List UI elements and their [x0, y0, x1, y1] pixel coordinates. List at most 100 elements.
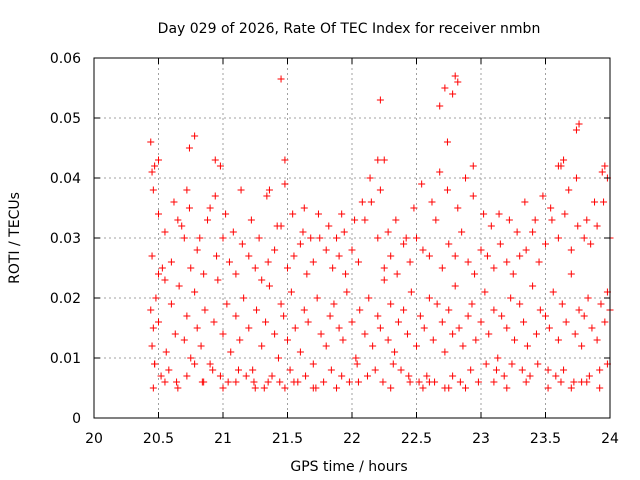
- data-point: [238, 240, 246, 248]
- data-point: [513, 228, 521, 236]
- data-point: [580, 312, 588, 320]
- data-point: [211, 192, 219, 200]
- data-point: [286, 366, 294, 374]
- data-point: [300, 204, 308, 212]
- data-point: [161, 276, 169, 284]
- data-point: [356, 306, 364, 314]
- data-point: [313, 294, 321, 302]
- data-point: [277, 75, 285, 83]
- x-tick-label: 22: [343, 431, 361, 447]
- data-point: [147, 306, 155, 314]
- y-tick-label: 0.01: [50, 351, 81, 367]
- data-point: [485, 330, 493, 338]
- data-point: [583, 216, 591, 224]
- data-point: [206, 360, 214, 368]
- data-point: [544, 384, 552, 392]
- data-point: [500, 372, 508, 380]
- data-point: [152, 294, 160, 302]
- data-point: [206, 204, 214, 212]
- data-point: [338, 372, 346, 380]
- data-point: [338, 210, 346, 218]
- data-point: [284, 264, 291, 272]
- data-point: [263, 192, 271, 200]
- data-point: [180, 336, 188, 344]
- data-point: [387, 300, 395, 308]
- data-point: [354, 378, 362, 386]
- data-point: [149, 186, 157, 194]
- data-point: [247, 216, 255, 224]
- data-point: [477, 318, 485, 326]
- data-point: [425, 252, 433, 260]
- data-point: [459, 342, 467, 350]
- data-point: [407, 288, 415, 296]
- data-point: [552, 372, 560, 380]
- data-point: [456, 378, 464, 386]
- data-point: [155, 210, 162, 218]
- data-point: [245, 252, 253, 260]
- data-point: [380, 156, 388, 164]
- data-point: [451, 252, 459, 260]
- data-point: [445, 384, 453, 392]
- data-point: [183, 312, 191, 320]
- data-point: [245, 324, 253, 332]
- data-point: [403, 330, 411, 338]
- data-point: [509, 270, 517, 278]
- data-point: [496, 240, 504, 248]
- data-point: [249, 366, 257, 374]
- data-point: [342, 270, 350, 278]
- data-point: [503, 384, 511, 392]
- data-point: [490, 264, 498, 272]
- data-point: [574, 222, 582, 230]
- data-point: [498, 312, 506, 320]
- data-point: [483, 252, 491, 260]
- data-point: [529, 228, 537, 236]
- y-tick-label: 0.06: [50, 51, 81, 67]
- data-point: [273, 222, 281, 230]
- data-point: [531, 216, 539, 224]
- data-point: [255, 234, 263, 242]
- data-point: [445, 240, 453, 248]
- data-point: [361, 330, 369, 338]
- data-point: [330, 300, 338, 308]
- data-point: [508, 360, 516, 368]
- data-point: [547, 204, 555, 212]
- data-point: [352, 354, 360, 362]
- data-point: [303, 270, 311, 278]
- data-point: [529, 282, 537, 290]
- data-point: [549, 288, 557, 296]
- data-point: [213, 252, 221, 260]
- data-point: [482, 360, 490, 368]
- data-point: [178, 222, 186, 230]
- data-point: [171, 330, 179, 338]
- data-point: [276, 378, 284, 386]
- y-tick-labels: 0 0.01 0.02 0.03 0.04 0.05 0.06: [50, 51, 81, 427]
- data-point: [325, 222, 333, 230]
- data-point: [494, 354, 502, 362]
- data-point: [596, 366, 604, 374]
- data-point: [291, 324, 299, 332]
- data-point: [162, 348, 170, 356]
- data-point: [251, 264, 259, 272]
- data-point: [596, 384, 604, 392]
- data-point: [264, 258, 272, 266]
- data-point: [351, 216, 359, 224]
- data-point: [185, 144, 193, 152]
- data-point: [420, 324, 428, 332]
- data-point: [561, 210, 569, 218]
- y-tick-label: 0.04: [50, 171, 81, 187]
- data-point: [462, 384, 470, 392]
- data-point: [326, 312, 334, 320]
- data-point: [535, 258, 543, 266]
- data-point: [296, 348, 304, 356]
- data-point: [449, 330, 457, 338]
- data-point: [451, 72, 459, 80]
- data-point: [522, 246, 530, 254]
- data-point: [227, 348, 235, 356]
- data-point: [380, 264, 388, 272]
- data-point: [329, 264, 337, 272]
- data-point: [462, 174, 470, 182]
- data-point: [436, 102, 444, 110]
- data-point: [575, 306, 583, 314]
- data-point: [490, 378, 498, 386]
- y-tick-label: 0.03: [50, 231, 81, 247]
